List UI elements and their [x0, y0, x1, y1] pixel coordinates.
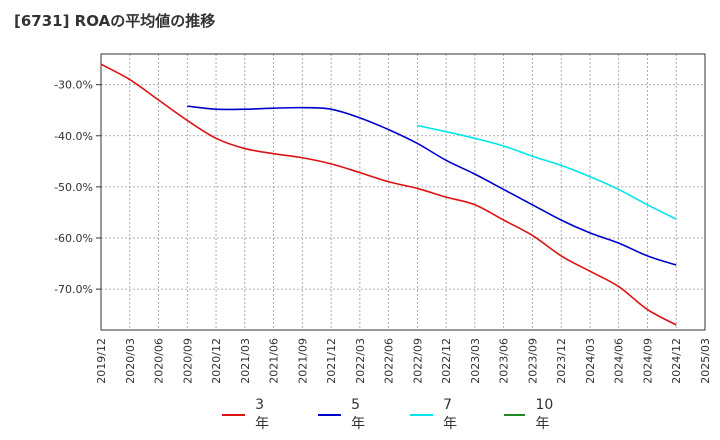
legend-swatch [222, 414, 246, 416]
y-tick-label: -40.0% [54, 130, 93, 143]
x-tick-label: 2022/09 [411, 338, 424, 384]
x-tick-label: 2022/12 [440, 338, 453, 384]
chart-title: [6731] ROAの平均値の推移 [14, 12, 216, 30]
plot-area [100, 53, 706, 331]
x-tick-label: 2019/12 [95, 338, 108, 384]
y-tick-label: -50.0% [54, 181, 93, 194]
legend-label: 7年 [443, 397, 458, 432]
x-tick-label: 2025/03 [699, 338, 712, 384]
x-tick-label: 2024/12 [670, 338, 683, 384]
x-tick-label: 2020/03 [124, 338, 137, 384]
legend-item: 7年 [410, 397, 462, 432]
y-tick-label: -60.0% [54, 232, 93, 245]
x-tick-label: 2021/12 [325, 338, 338, 384]
legend-label: 5年 [351, 397, 366, 432]
x-tick-label: 2022/03 [354, 338, 367, 384]
legend-swatch [410, 414, 434, 416]
x-tick-label: 2023/09 [526, 338, 539, 384]
x-tick-label: 2020/09 [181, 338, 194, 384]
x-tick-label: 2023/06 [498, 338, 511, 384]
x-tick-label: 2021/06 [268, 338, 281, 384]
x-tick-label: 2022/06 [383, 338, 396, 384]
y-tick-label: -70.0% [54, 283, 93, 296]
series-line-3 [417, 124, 677, 220]
x-tick-label: 2021/09 [296, 338, 309, 384]
legend-item: 10年 [504, 397, 560, 432]
legend-item: 5年 [318, 397, 370, 432]
legend-swatch [318, 414, 342, 416]
x-tick-label: 2021/03 [239, 338, 252, 384]
legend-item: 3年 [222, 397, 274, 432]
x-tick-label: 2023/12 [555, 338, 568, 384]
x-tick-label: 2024/09 [641, 338, 654, 384]
x-tick-label: 2024/06 [613, 338, 626, 384]
x-tick-label: 2024/03 [584, 338, 597, 384]
x-tick-label: 2023/03 [469, 338, 482, 384]
x-tick-label: 2020/06 [153, 338, 166, 384]
series-line-2 [187, 105, 677, 266]
series-line-1 [100, 63, 677, 326]
legend-swatch [504, 414, 526, 416]
x-tick-label: 2020/12 [210, 338, 223, 384]
legend-label: 3年 [255, 397, 270, 432]
legend-label: 10年 [535, 397, 554, 432]
y-tick-label: -30.0% [54, 79, 93, 92]
